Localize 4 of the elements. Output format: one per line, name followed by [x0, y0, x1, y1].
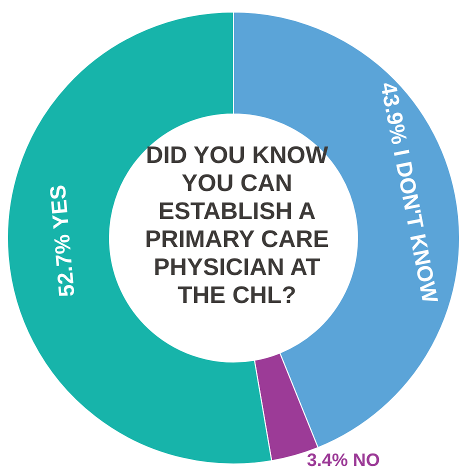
text: DID YOU KNOW YOU CAN ESTABLISH A PRIMARY CARE PHYSICIAN AT THE CHL? — [144, 142, 330, 309]
slice-label: 3.4% NO — [306, 450, 380, 470]
slice-label: 43.9% I DON'T KNOW — [376, 80, 443, 306]
slice-label: 52.7% YES — [44, 184, 80, 298]
